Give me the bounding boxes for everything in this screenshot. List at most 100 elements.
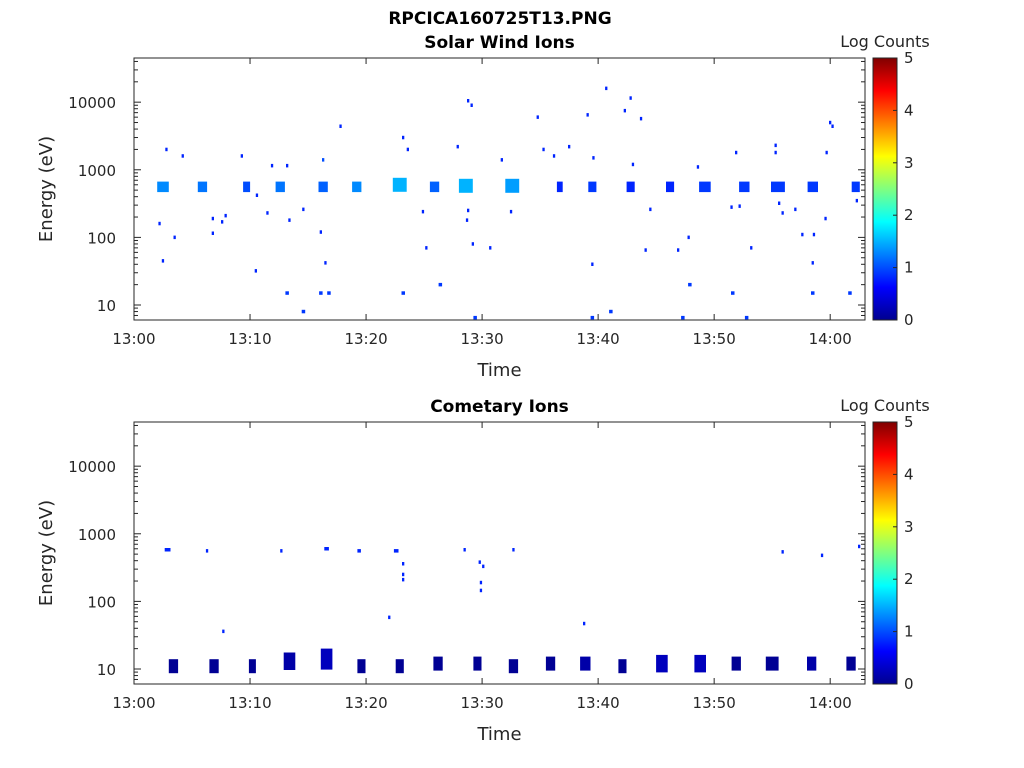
- data-cell: [699, 181, 711, 193]
- y-tick-label: 1000: [78, 526, 116, 544]
- colorbar-tick-label: 4: [904, 465, 914, 483]
- data-cell: [807, 181, 818, 193]
- data-cell: [211, 216, 214, 221]
- data-cell: [319, 230, 322, 234]
- data-cell: [401, 291, 405, 295]
- data-cell: [820, 553, 824, 558]
- data-cell: [781, 550, 784, 554]
- data-cell: [500, 158, 503, 162]
- data-cell: [319, 291, 323, 295]
- x-tick-label: 13:40: [577, 694, 620, 712]
- data-cell: [846, 656, 856, 671]
- data-cell: [618, 659, 627, 674]
- data-cell: [831, 124, 834, 128]
- data-cell: [433, 656, 443, 671]
- data-cell: [825, 150, 828, 155]
- data-cell: [402, 572, 405, 577]
- data-cell: [197, 181, 208, 193]
- colorbar-tick-label: 4: [904, 101, 914, 119]
- data-cell: [694, 654, 706, 673]
- data-cell: [829, 120, 832, 125]
- data-cell: [586, 113, 589, 117]
- data-cell: [778, 201, 781, 205]
- y-tick-label: 10000: [68, 458, 116, 476]
- data-cell: [735, 150, 738, 155]
- y-tick-label: 10: [97, 297, 116, 315]
- colorbar-tick-label: 2: [904, 206, 914, 224]
- colorbar-tick-label: 1: [904, 259, 914, 277]
- data-cell: [542, 147, 545, 152]
- data-cell: [588, 181, 597, 193]
- x-axis-label: Time: [476, 360, 521, 381]
- data-cell: [288, 218, 291, 222]
- data-cell: [255, 193, 259, 197]
- colorbar-tick-label: 5: [904, 49, 914, 67]
- data-cell: [629, 96, 632, 100]
- data-cell: [402, 135, 405, 140]
- data-cell: [406, 147, 409, 152]
- x-tick-label: 13:10: [228, 330, 271, 348]
- data-cell: [243, 181, 251, 193]
- y-axis-label: Energy (eV): [36, 136, 57, 242]
- data-cell: [471, 242, 474, 246]
- x-tick-label: 13:30: [460, 694, 503, 712]
- data-cell: [357, 549, 361, 553]
- data-cell: [438, 282, 443, 287]
- y-tick-label: 100: [87, 229, 116, 247]
- x-axis-label: Time: [476, 724, 521, 745]
- data-cell: [639, 116, 643, 121]
- colorbar-tick-label: 5: [904, 413, 914, 431]
- data-cell: [283, 652, 296, 670]
- y-tick-label: 10000: [68, 94, 116, 112]
- data-cell: [681, 315, 685, 320]
- data-cell: [275, 181, 285, 193]
- data-cell: [688, 282, 692, 287]
- y-tick-label: 10: [97, 661, 116, 679]
- data-cell: [592, 156, 595, 160]
- data-cell: [631, 162, 635, 167]
- data-cell: [318, 181, 328, 193]
- panel-solar-wind-ions: Solar Wind Ions 13:00 13:10 13:20 13:30 13:40…: [36, 32, 930, 381]
- y-axis-label: Energy (eV): [36, 500, 57, 606]
- data-cell: [812, 232, 816, 237]
- data-cell: [738, 204, 741, 208]
- data-cell: [320, 648, 333, 670]
- data-cell: [165, 147, 168, 152]
- data-cell: [536, 115, 539, 119]
- panel-title: Solar Wind Ions: [424, 33, 575, 53]
- x-tick-label: 13:30: [460, 330, 503, 348]
- data-cell: [677, 248, 680, 252]
- data-cell: [739, 181, 750, 193]
- data-cell: [168, 659, 179, 674]
- data-cell: [158, 221, 161, 226]
- data-cell: [173, 235, 176, 240]
- data-cell: [765, 656, 779, 671]
- data-cell: [286, 163, 289, 168]
- data-cell: [591, 262, 594, 266]
- data-cell: [626, 181, 635, 193]
- data-cell: [807, 656, 817, 671]
- data-cell: [352, 181, 362, 193]
- data-cell: [221, 220, 224, 224]
- data-cell: [425, 246, 428, 250]
- data-cell: [508, 659, 519, 674]
- data-cell: [605, 86, 608, 91]
- x-tick-label: 13:40: [577, 330, 620, 348]
- data-cell: [623, 108, 626, 113]
- data-cell: [811, 291, 815, 295]
- data-cell: [473, 315, 477, 320]
- colorbar: [872, 57, 898, 321]
- data-cell: [509, 209, 513, 214]
- data-cell: [211, 231, 214, 235]
- data-cell: [556, 181, 563, 193]
- data-cell: [254, 269, 257, 273]
- axes-frame: [133, 421, 866, 685]
- colorbar: [872, 421, 898, 685]
- data-cell: [322, 158, 325, 162]
- data-cell: [478, 560, 481, 564]
- colorbar-tick-label: 1: [904, 623, 914, 641]
- data-cell: [467, 208, 470, 213]
- data-cell: [851, 181, 860, 193]
- data-cell: [473, 656, 482, 671]
